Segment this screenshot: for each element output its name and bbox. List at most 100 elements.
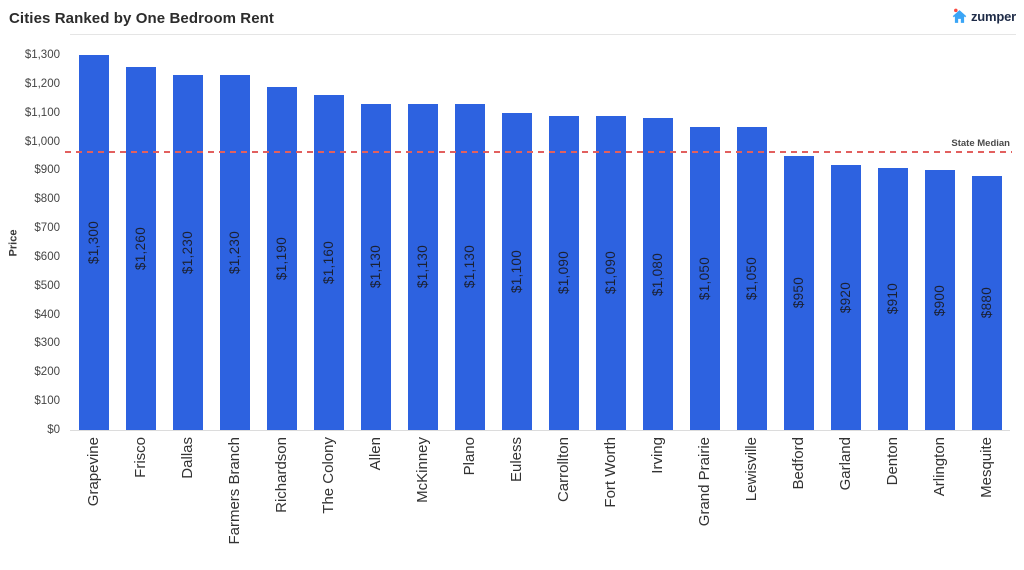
x-label-slot: Garland: [822, 437, 869, 567]
bar[interactable]: $880: [971, 176, 1002, 430]
bar[interactable]: $1,230: [172, 75, 203, 430]
y-tick-label: $300: [34, 337, 60, 350]
x-axis-label: Fort Worth: [602, 437, 619, 508]
bar-value-label: $950: [791, 277, 806, 309]
bar-slot: $920: [822, 55, 869, 430]
y-tick-label: $600: [34, 250, 60, 263]
bar-value-label: $1,130: [368, 245, 383, 289]
bar-slot: $950: [775, 55, 822, 430]
bar-value-label: $1,100: [509, 249, 524, 293]
x-label-slot: The Colony: [305, 437, 352, 567]
x-label-slot: Farmers Branch: [211, 437, 258, 567]
bar-slot: $1,300: [70, 55, 117, 430]
bar-slot: $1,260: [117, 55, 164, 430]
bar[interactable]: $1,090: [595, 115, 626, 430]
bar-value-label: $1,050: [744, 257, 759, 301]
bar[interactable]: $1,160: [313, 95, 344, 430]
bar[interactable]: $1,080: [642, 118, 673, 430]
x-axis-label: Euless: [508, 437, 525, 483]
bar[interactable]: $950: [783, 155, 814, 430]
y-tick-label: $900: [34, 164, 60, 177]
bar-value-label: $1,300: [86, 220, 101, 265]
bar-slot: $1,090: [587, 55, 634, 430]
bar[interactable]: $1,260: [125, 66, 156, 430]
bar-value-label: $1,090: [556, 251, 571, 295]
x-label-slot: Frisco: [117, 437, 164, 567]
bar-slot: $1,130: [446, 55, 493, 430]
bar-slot: $1,190: [258, 55, 305, 430]
bar-slot: $1,160: [305, 55, 352, 430]
bar[interactable]: $920: [830, 164, 861, 430]
chart-title: Cities Ranked by One Bedroom Rent: [9, 10, 275, 27]
bar-value-label: $1,130: [415, 245, 430, 289]
x-axis-label: Garland: [837, 437, 854, 491]
bar[interactable]: $1,100: [501, 112, 532, 430]
bar[interactable]: $1,090: [548, 115, 579, 430]
bar-slot: $880: [963, 55, 1010, 430]
x-label-slot: Fort Worth: [587, 437, 634, 567]
x-label-slot: Carrollton: [540, 437, 587, 567]
plot-area: $1,300 $1,260 $1,230 $1,230 $1,190 $1,160 $1,1…: [65, 55, 1012, 431]
bar-value-label: $1,080: [650, 252, 665, 296]
x-label-slot: Bedford: [775, 437, 822, 567]
x-label-slot: McKinney: [399, 437, 446, 567]
bar-slot: $1,230: [164, 55, 211, 430]
y-tick-label: $100: [34, 395, 60, 408]
y-axis-ticks: $0 $100 $200 $300 $400 $500 $600 $700 $800 $900 $1…: [0, 49, 62, 436]
y-tick-label: $800: [34, 193, 60, 206]
zumper-logo-text: zumper: [970, 9, 1016, 24]
bar-slot: $1,130: [352, 55, 399, 430]
bar-value-label: $900: [932, 284, 947, 316]
bar-value-label: $1,260: [133, 226, 148, 270]
bar-value-label: $1,230: [180, 231, 195, 275]
bar[interactable]: $1,190: [266, 86, 297, 430]
bar-slot: $1,050: [728, 55, 775, 430]
x-label-slot: Euless: [493, 437, 540, 567]
bar-slot: $1,100: [493, 55, 540, 430]
x-axis-label: Richardson: [273, 437, 290, 513]
y-tick-label: $1,100: [24, 106, 60, 119]
bar[interactable]: $1,300: [78, 55, 109, 430]
x-axis-label: Denton: [884, 437, 901, 486]
bar[interactable]: $1,050: [689, 127, 720, 430]
state-median-line: [65, 151, 1012, 154]
state-median-label: State Median: [951, 138, 1010, 150]
x-axis-label: Plano: [461, 437, 478, 476]
bar[interactable]: $1,130: [454, 104, 485, 430]
x-axis-label: Bedford: [790, 437, 807, 490]
bar[interactable]: $1,050: [736, 127, 767, 430]
x-label-slot: Grand Prairie: [681, 437, 728, 567]
x-axis-label: Mesquite: [978, 437, 995, 498]
bar-value-label: $1,190: [274, 236, 289, 280]
bar-value-label: $920: [838, 281, 853, 313]
bar[interactable]: $1,230: [219, 75, 250, 430]
x-label-slot: Lewisville: [728, 437, 775, 567]
bar[interactable]: $910: [877, 167, 908, 430]
bar[interactable]: $900: [924, 170, 955, 430]
y-tick-label: $1,000: [24, 135, 60, 148]
bar-value-label: $1,050: [697, 257, 712, 301]
x-axis-label: Carrollton: [555, 437, 572, 503]
bar-slot: $910: [869, 55, 916, 430]
x-axis-label: Dallas: [179, 437, 196, 479]
bar-value-label: $1,160: [321, 241, 336, 285]
x-axis-label: Grand Prairie: [696, 437, 713, 527]
header-divider: [70, 34, 1016, 35]
x-label-slot: Grapevine: [70, 437, 117, 567]
x-label-slot: Irving: [634, 437, 681, 567]
bars-container: $1,300 $1,260 $1,230 $1,230 $1,190 $1,160 $1,1…: [70, 55, 1010, 430]
bar-value-label: $1,090: [603, 251, 618, 295]
bar-value-label: $880: [979, 287, 994, 319]
zumper-logo: zumper: [951, 8, 1016, 25]
x-label-slot: Mesquite: [963, 437, 1010, 567]
x-label-slot: Richardson: [258, 437, 305, 567]
x-label-slot: Dallas: [164, 437, 211, 567]
bar-slot: $1,090: [540, 55, 587, 430]
x-axis-label: McKinney: [414, 437, 431, 503]
x-axis-label: Farmers Branch: [226, 437, 243, 545]
bar[interactable]: $1,130: [360, 104, 391, 430]
bar[interactable]: $1,130: [407, 104, 438, 430]
bar-slot: $1,230: [211, 55, 258, 430]
zumper-house-icon: [952, 8, 967, 23]
x-axis-label: The Colony: [320, 437, 337, 514]
